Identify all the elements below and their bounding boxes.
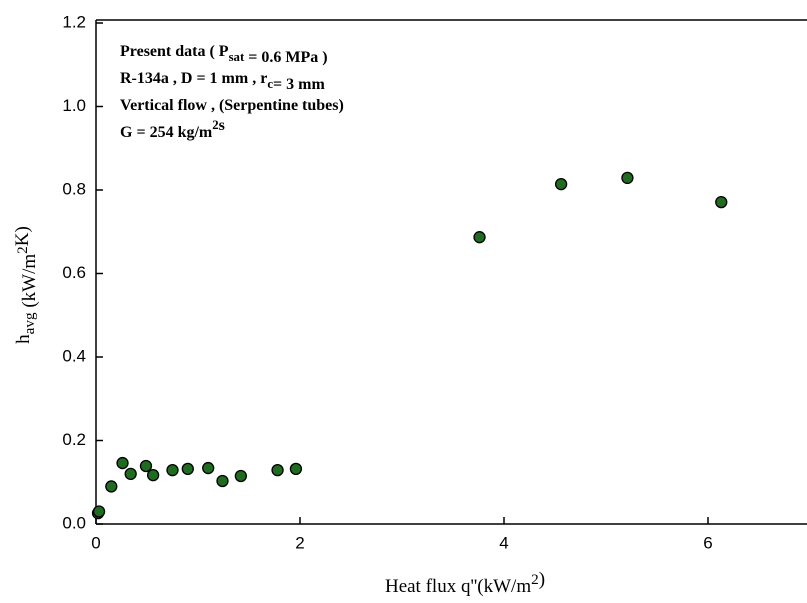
point [621,171,634,185]
annotation-part: s [219,117,225,134]
x-axis-label-part: ) [539,569,545,590]
annotation-sup: 2 [212,118,218,132]
y-tick-label: 0.4 [62,346,86,365]
point [715,195,728,209]
point [234,469,247,483]
y-axis-label: havg (kW/m2K) [12,226,40,344]
point [473,231,486,244]
x-tick-label: 4 [499,533,508,552]
x-tick-label: 2 [295,533,304,552]
point [116,456,129,470]
annotation: Vertical flow , (Serpentine tubes) [120,97,344,114]
annotation-sub: sat [229,50,245,64]
point [139,459,153,473]
point [105,480,118,493]
y-tick-label: 1.2 [62,12,86,31]
point [146,469,160,482]
annotation: Present data ( Psat = 0.6 MPa ) [120,43,328,66]
x-tick-label: 0 [91,533,100,552]
x-tick-label: 6 [703,533,712,552]
point [202,461,215,475]
annotation: G = 254 kg/m2s [120,117,225,141]
annotation-part: = 3 mm [273,76,325,93]
y-axis-label-sub: avg [21,312,38,334]
point [181,462,194,476]
x-axis-label: Heat flux q''(kW/m2) [385,569,545,597]
point [216,474,229,488]
x-axis-label-part: Heat flux q''(kW/m [385,576,531,597]
y-tick-label: 0.8 [62,179,86,198]
annotation-part: G = 254 kg/m [120,124,213,141]
y-tick-label: 0.6 [62,263,86,282]
annotation-part: Present data ( P [120,43,229,60]
point [92,505,106,518]
point [554,178,568,191]
annotation-part: Vertical flow , (Serpentine tubes) [120,97,344,114]
y-tick-label: 0.0 [62,513,86,532]
annotation: R-134a , D = 1 mm , rc= 3 mm [120,70,325,93]
point [289,462,303,476]
point [271,463,284,477]
y-axis-label-part: K) [12,226,33,246]
y-tick-label: 1.0 [62,96,86,115]
y-axis-label-part: h [13,334,34,344]
y-axis-label-sup: 2 [14,246,31,254]
x-axis-label-sup: 2 [531,571,539,588]
y-axis-label-part: (kW/m [19,254,40,313]
point [124,467,137,481]
annotation-sub: c [267,77,273,91]
annotation-part: R-134a , D = 1 mm , r [120,70,267,87]
point [166,463,179,477]
annotation-part: = 0.6 MPa ) [244,49,327,66]
y-tick-label: 0.2 [62,430,86,449]
